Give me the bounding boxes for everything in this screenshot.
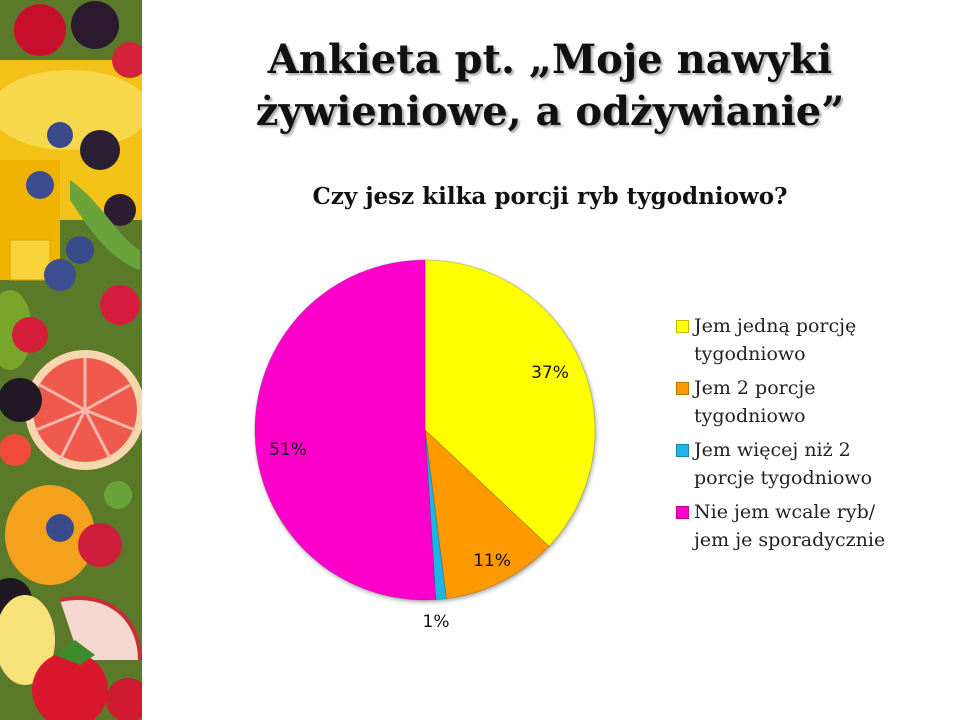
chart-legend: Jem jedną porcję tygodniowo Jem 2 porcje ty…	[676, 312, 946, 560]
slide-title: Ankieta pt. „Moje nawyki żywieniowe, a o…	[160, 34, 940, 138]
legend-label-line: Jem więcej niż 2	[694, 439, 851, 461]
pie-slice-3	[254, 259, 437, 601]
pie-slice-1	[424, 428, 550, 600]
slice-value-label-1: 11%	[473, 551, 511, 571]
legend-swatch-1	[676, 382, 689, 395]
legend-label-line: Jem 2 porcje	[694, 377, 816, 399]
legend-item-1: Jem 2 porcje tygodniowo	[676, 374, 946, 430]
legend-label-line: Jem jedną porcję	[694, 315, 857, 337]
pie-slice-0	[424, 259, 596, 548]
slide-title-line-1: Ankieta pt. „Moje nawyki	[267, 36, 833, 83]
legend-label-line: jem je sporadycznie	[694, 529, 886, 551]
legend-item-2: Jem więcej niż 2 porcje tygodniowo	[676, 436, 946, 492]
legend-swatch-0	[676, 320, 689, 333]
legend-label-line: porcje tygodniowo	[694, 467, 873, 489]
pie-chart: 37% 11% 1% 51%	[254, 259, 596, 632]
legend-label-line: tygodniowo	[694, 405, 806, 427]
fruit-decoration-image	[0, 0, 142, 720]
slice-value-label-2: 1%	[423, 612, 450, 632]
legend-label-line: Nie jem wcale ryb/	[694, 501, 876, 523]
legend-swatch-3	[676, 506, 689, 519]
legend-item-3: Nie jem wcale ryb/jem je sporadycznie	[676, 498, 946, 554]
slice-value-label-3: 51%	[269, 440, 307, 460]
legend-swatch-2	[676, 444, 689, 457]
legend-item-0: Jem jedną porcję tygodniowo	[676, 312, 946, 368]
slice-value-label-0: 37%	[531, 363, 569, 383]
chart-title: Czy jesz kilka porcji ryb tygodniowo?	[312, 183, 788, 210]
legend-label-line: tygodniowo	[694, 343, 806, 365]
slide-title-line-2: żywieniowe, a odżywianie”	[255, 88, 845, 135]
